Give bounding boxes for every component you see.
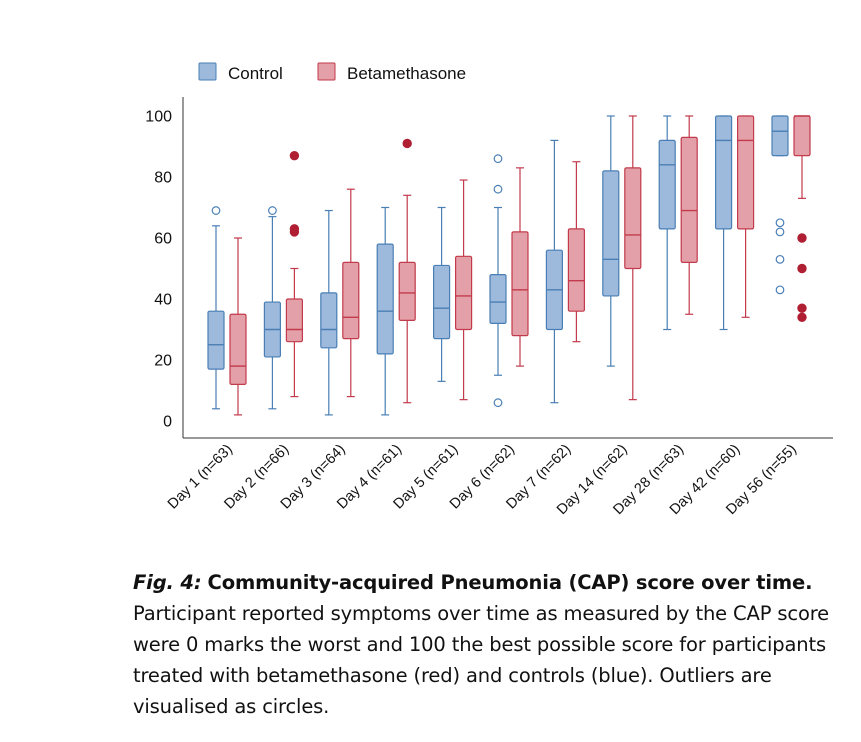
control-box-5	[433, 206, 451, 382]
box-iqr	[229, 313, 247, 386]
y-tick-label: 0	[163, 414, 172, 431]
outlier-point	[289, 150, 300, 161]
box-iqr	[714, 115, 733, 230]
betamethasone-box-11	[793, 115, 811, 322]
box-iqr	[602, 170, 620, 297]
box-iqr	[376, 243, 394, 355]
outlier-point	[402, 138, 412, 149]
control-box-3	[320, 209, 338, 416]
caption-fig-label: Fig. 4:	[133, 571, 202, 594]
betamethasone-box-6	[511, 167, 529, 367]
chart-legend: Control Betamethasone	[198, 62, 466, 83]
control-box-10	[714, 115, 733, 331]
outlier-point	[268, 206, 277, 215]
y-tick-label: 20	[154, 353, 172, 370]
box-iqr	[624, 167, 642, 270]
caption-body: Participant reported symptoms over time …	[133, 602, 830, 718]
box-iqr	[398, 261, 416, 321]
betamethasone-box-2	[285, 150, 303, 398]
box-iqr	[489, 274, 507, 325]
legend-swatch-betamethasone	[317, 62, 336, 81]
box-iqr	[320, 292, 338, 349]
box-iqr	[658, 139, 676, 230]
outlier-point	[797, 312, 807, 322]
control-box-9	[658, 115, 676, 331]
betamethasone-box-8	[624, 115, 642, 401]
box-iqr	[455, 255, 473, 331]
box-iqr	[567, 228, 586, 312]
outlier-point	[775, 227, 785, 237]
y-tick-label: 80	[154, 170, 172, 187]
outlier-point	[493, 184, 503, 194]
y-tick-label: 40	[154, 292, 172, 309]
box-series	[207, 115, 811, 416]
box-iqr	[433, 264, 451, 340]
outlier-point	[775, 285, 785, 295]
chart-axes	[182, 97, 833, 439]
outlier-point	[493, 398, 503, 408]
caption-title: Community-acquired Pneumonia (CAP) score…	[207, 571, 813, 594]
control-box-8	[602, 115, 620, 367]
outlier-point	[775, 218, 785, 228]
betamethasone-box-1	[229, 237, 247, 416]
figure-caption: Fig. 4: Community-acquired Pneumonia (CA…	[133, 567, 845, 722]
box-iqr	[771, 115, 789, 157]
box-iqr	[207, 310, 225, 370]
y-tick-label: 60	[154, 231, 172, 248]
outlier-point	[797, 263, 807, 274]
betamethasone-box-9	[680, 115, 698, 315]
box-iqr	[285, 298, 303, 343]
betamethasone-box-7	[567, 161, 586, 343]
x-axis-ticks: Day 1 (n=63)Day 2 (n=66)Day 3 (n=64)Day …	[165, 442, 800, 519]
betamethasone-box-10	[736, 115, 755, 318]
control-box-4	[376, 206, 394, 416]
outlier-point	[797, 303, 807, 313]
box-plot-chart: Control Betamethasone 0 20 40 60 80 100 Day 1…	[145, 62, 833, 519]
control-box-7	[545, 139, 564, 404]
box-iqr	[793, 115, 811, 157]
box-iqr	[342, 261, 360, 340]
outlier-point	[797, 233, 807, 243]
outlier-point	[289, 224, 300, 234]
control-box-2	[263, 206, 281, 410]
legend-swatch-control	[198, 62, 217, 81]
outlier-point	[775, 254, 785, 264]
outlier-point	[493, 154, 503, 164]
legend-label-betamethasone: Betamethasone	[347, 64, 466, 83]
betamethasone-box-4	[398, 138, 416, 404]
outlier-point	[211, 206, 221, 215]
control-box-11	[771, 115, 789, 295]
control-box-1	[207, 206, 225, 410]
y-axis-ticks: 0 20 40 60 80 100	[145, 109, 172, 431]
y-tick-label: 100	[145, 109, 172, 126]
betamethasone-box-5	[455, 179, 473, 401]
control-box-6	[489, 154, 507, 408]
box-iqr	[736, 115, 755, 230]
box-iqr	[511, 231, 529, 337]
legend-label-control: Control	[228, 64, 283, 83]
betamethasone-box-3	[342, 188, 360, 398]
box-iqr	[680, 136, 698, 264]
